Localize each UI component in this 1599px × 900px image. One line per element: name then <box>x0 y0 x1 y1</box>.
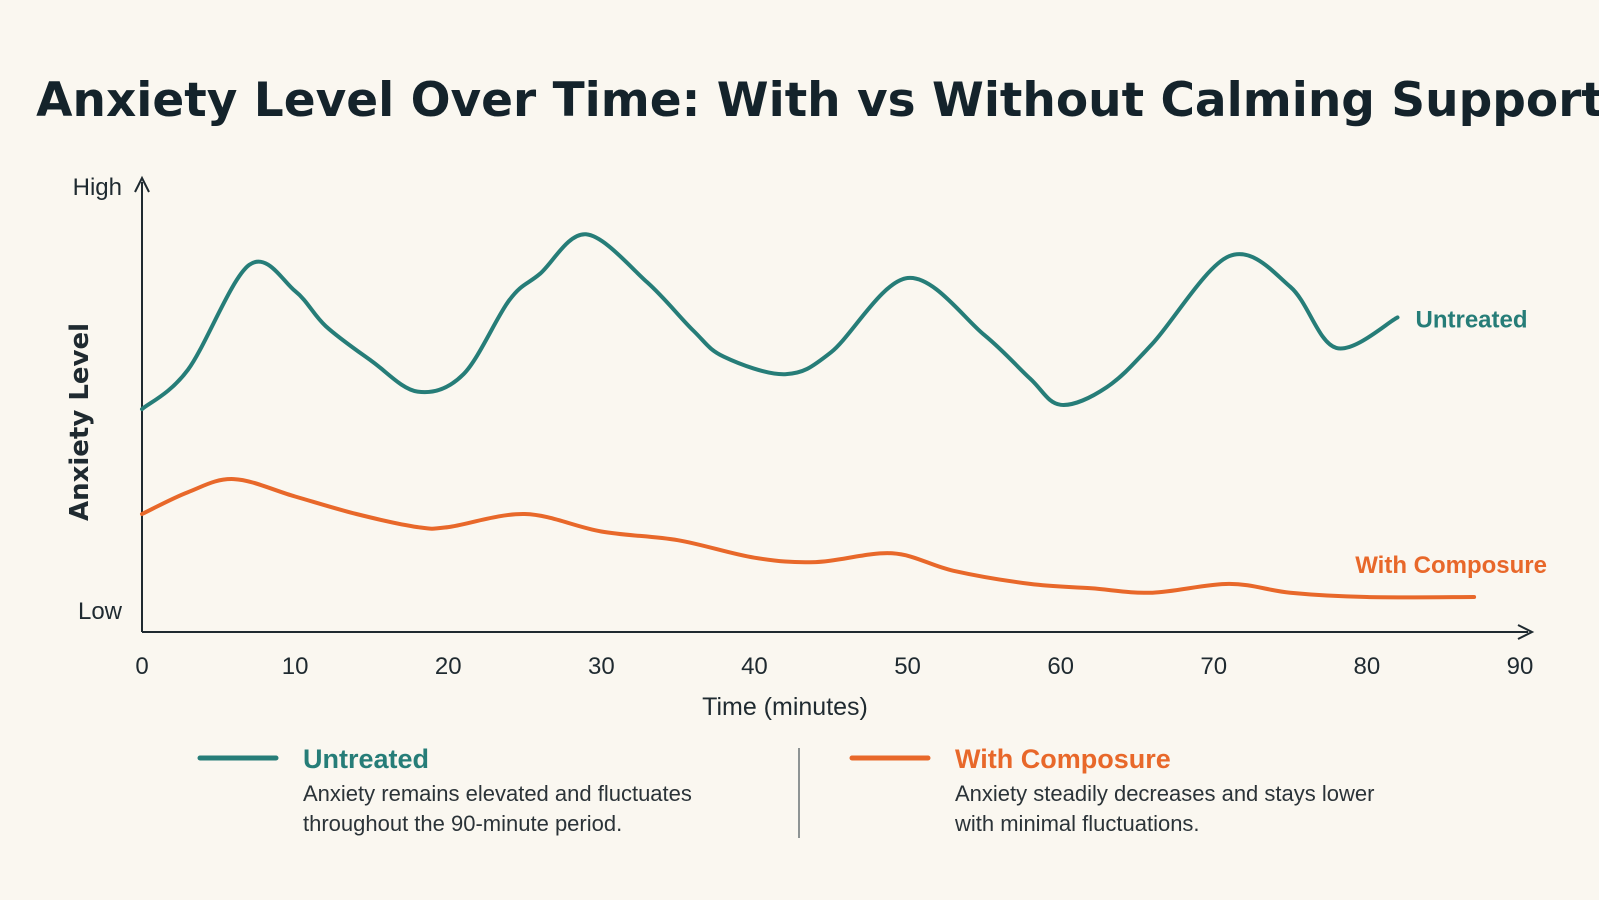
end-labels: Untreated With Composure <box>1355 306 1547 579</box>
x-axis-title: Time (minutes) <box>702 693 868 721</box>
legend-item-with-composure: With Composure Anxiety steadily decreases… <box>849 744 1374 836</box>
y-axis-arrow <box>134 175 150 193</box>
legend-description: Anxiety steadily decreases and stays low… <box>955 781 1374 806</box>
x-tick-label: 70 <box>1200 653 1227 680</box>
x-tick-label: 50 <box>894 653 921 680</box>
x-tick-label: 60 <box>1047 653 1074 680</box>
x-tick-label: 40 <box>741 653 768 680</box>
series-line-untreated <box>140 232 1400 412</box>
y-high-label: High <box>73 174 122 201</box>
end-label-with-composure: With Composure <box>1355 552 1547 579</box>
x-axis-arrow <box>1517 624 1535 640</box>
legend-description: Anxiety remains elevated and fluctuates <box>303 781 692 806</box>
x-tick-label: 30 <box>588 653 615 680</box>
series-line-with-composure <box>140 477 1477 600</box>
legend-description: with minimal fluctuations. <box>954 811 1200 836</box>
legend-description: throughout the 90-minute period. <box>303 811 622 836</box>
x-tick-labels: 0 10 20 30 40 50 60 70 80 90 <box>135 653 1533 680</box>
y-axis-title: Anxiety Level <box>65 323 95 521</box>
x-tick-label: 0 <box>135 653 148 680</box>
legend-title: Untreated <box>303 744 429 774</box>
chart-title: Anxiety Level Over Time: With vs Without… <box>36 73 1599 128</box>
legend-item-untreated: Untreated Anxiety remains elevated and fl… <box>197 744 692 836</box>
series-lines <box>140 232 1477 600</box>
x-tick-label: 80 <box>1354 653 1381 680</box>
y-low-label: Low <box>78 598 123 625</box>
end-label-untreated: Untreated <box>1416 306 1528 333</box>
legend: Untreated Anxiety remains elevated and fl… <box>197 744 1374 838</box>
axes: High Low Anxiety Level Time (minutes) <box>65 174 1535 721</box>
x-tick-label: 90 <box>1507 653 1534 680</box>
x-tick-label: 10 <box>282 653 309 680</box>
x-tick-label: 20 <box>435 653 462 680</box>
legend-title: With Composure <box>955 744 1171 774</box>
